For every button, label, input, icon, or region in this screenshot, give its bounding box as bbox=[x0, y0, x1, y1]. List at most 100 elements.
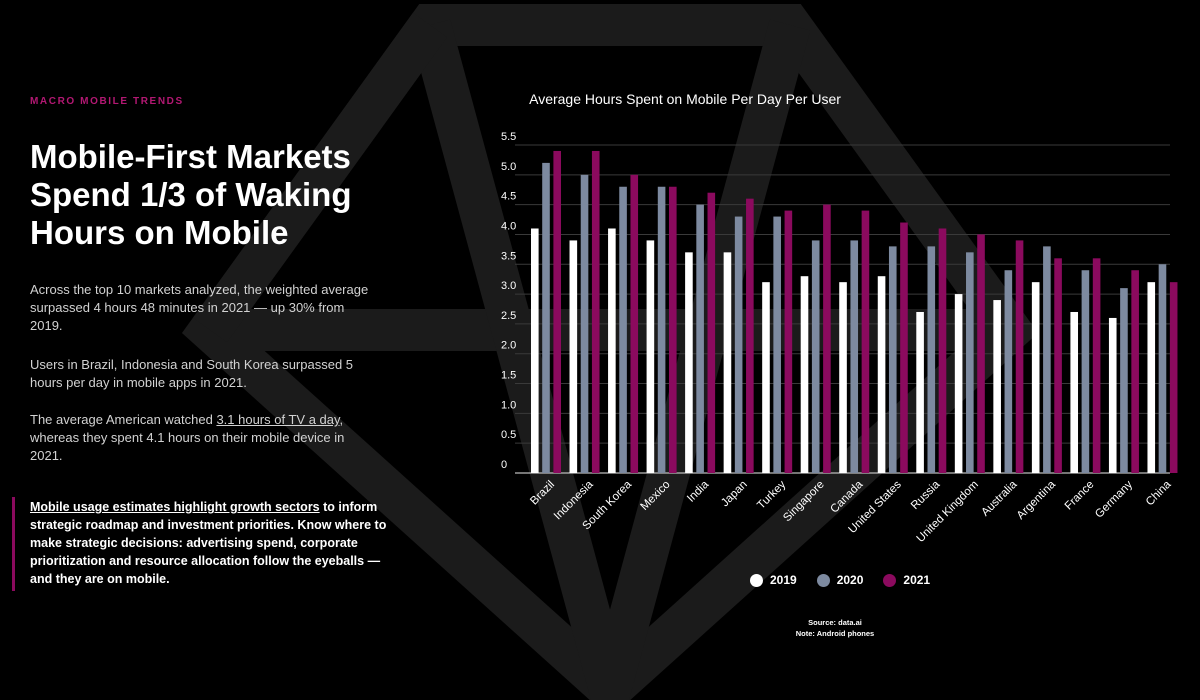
bar-2019-united-states bbox=[877, 276, 886, 473]
x-tick-label: Brazil bbox=[528, 479, 557, 508]
eyebrow-label: MACRO MOBILE TRENDS bbox=[30, 96, 184, 107]
x-tick-label: India bbox=[685, 478, 712, 505]
tv-hours-link[interactable]: 3.1 hours of TV a day bbox=[216, 412, 340, 427]
bar-2021-indonesia bbox=[591, 150, 600, 474]
bar-2019-canada bbox=[839, 282, 847, 473]
bar-2020-canada bbox=[850, 240, 859, 473]
bar-2021-russia bbox=[938, 228, 947, 473]
y-tick-label: 0.5 bbox=[501, 429, 516, 441]
bar-2020-singapore bbox=[811, 240, 820, 473]
bar-2021-france bbox=[1092, 258, 1101, 473]
bar-2020-indonesia bbox=[580, 174, 589, 473]
bar-2020-russia bbox=[927, 246, 936, 473]
tv-text-after: , whereas they spent 4.1 hours on their … bbox=[30, 412, 345, 463]
x-tick-label: Australia bbox=[979, 478, 1020, 519]
bar-2019-indonesia bbox=[569, 240, 578, 473]
x-tick-label: China bbox=[1144, 478, 1174, 508]
x-tick-label: France bbox=[1063, 479, 1097, 513]
y-tick-label: 4.0 bbox=[501, 220, 516, 232]
callout-text: Mobile usage estimates highlight growth … bbox=[30, 498, 402, 588]
bar-2019-russia bbox=[916, 311, 924, 473]
legend-item-2021: 2021 bbox=[883, 573, 930, 587]
bar-2021-singapore bbox=[823, 204, 831, 474]
y-tick-label: 5.5 bbox=[501, 131, 516, 143]
bar-2020-united-kingdom bbox=[966, 252, 974, 473]
x-tick-label: Russia bbox=[909, 478, 943, 512]
bar-2021-australia bbox=[1015, 240, 1024, 473]
y-tick-label: 2.5 bbox=[501, 310, 516, 322]
bar-2020-india bbox=[696, 204, 704, 474]
bar-2019-australia bbox=[993, 300, 1001, 473]
y-tick-label: 3.0 bbox=[501, 280, 516, 292]
y-tick-label: 0 bbox=[501, 459, 507, 471]
bar-2019-brazil bbox=[531, 228, 539, 473]
chart-legend: 2019 2020 2021 bbox=[750, 573, 930, 587]
bar-2021-turkey bbox=[784, 210, 793, 473]
x-tick-label: Germany bbox=[1093, 478, 1135, 520]
bar-2021-argentina bbox=[1054, 258, 1062, 473]
bar-2021-united-kingdom bbox=[977, 234, 985, 473]
bar-2020-brazil bbox=[542, 162, 550, 473]
bar-2021-germany bbox=[1131, 270, 1139, 473]
y-tick-label: 1.0 bbox=[501, 399, 516, 411]
x-tick-label: Turkey bbox=[755, 478, 788, 511]
callout-rest: to inform strategic roadmap and investme… bbox=[30, 500, 387, 586]
bar-2020-argentina bbox=[1043, 246, 1051, 473]
summary-paragraph: Across the top 10 markets analyzed, the … bbox=[30, 282, 369, 333]
tv-comparison-paragraph: The average American watched 3.1 hours o… bbox=[30, 411, 380, 465]
bar-2019-india bbox=[685, 252, 693, 473]
headline: Mobile-First Markets Spend 1/3 of Waking… bbox=[30, 138, 352, 251]
bar-2021-japan bbox=[746, 198, 754, 473]
growth-sectors-link[interactable]: Mobile usage estimates highlight growth … bbox=[30, 500, 320, 514]
tv-text-before: The average American watched bbox=[30, 412, 217, 427]
bar-2020-germany bbox=[1120, 288, 1128, 473]
bar-2020-united-states bbox=[888, 246, 897, 473]
legend-item-2019: 2019 bbox=[750, 573, 797, 587]
bar-2021-mexico bbox=[668, 186, 677, 473]
legend-label-2020: 2020 bbox=[836, 573, 864, 587]
bar-2020-france bbox=[1081, 270, 1090, 473]
legend-swatch-2021 bbox=[883, 573, 897, 587]
x-tick-label: Japan bbox=[719, 479, 750, 510]
top-markets-paragraph: Users in Brazil, Indonesia and South Kor… bbox=[30, 357, 354, 390]
x-tick-label: Argentina bbox=[1015, 478, 1059, 522]
bar-2019-turkey bbox=[762, 282, 770, 473]
bar-2019-argentina bbox=[1031, 282, 1040, 473]
y-tick-label: 4.5 bbox=[501, 191, 516, 203]
legend-swatch-2020 bbox=[816, 573, 830, 587]
bar-2021-china bbox=[1169, 282, 1178, 473]
bar-2020-australia bbox=[1004, 270, 1013, 473]
bar-2019-mexico bbox=[646, 240, 655, 473]
bar-2021-united-states bbox=[900, 222, 908, 473]
bar-2021-india bbox=[707, 192, 716, 473]
y-tick-label: 1.5 bbox=[501, 370, 516, 382]
bar-2019-germany bbox=[1108, 317, 1117, 473]
bar-2021-canada bbox=[861, 210, 870, 473]
bar-2020-turkey bbox=[773, 216, 781, 473]
x-tick-label: Mexico bbox=[638, 479, 672, 513]
chart-title: Average Hours Spent on Mobile Per Day Pe… bbox=[529, 91, 841, 107]
legend-swatch-2019 bbox=[750, 573, 763, 587]
callout-accent-bar bbox=[12, 497, 15, 591]
y-tick-label: 2.0 bbox=[501, 340, 516, 352]
source-text: Source: data.ai bbox=[808, 618, 862, 627]
bar-2020-japan bbox=[734, 216, 743, 473]
legend-item-2020: 2020 bbox=[816, 573, 864, 587]
source-note: Source: data.ai Note: Android phones bbox=[760, 617, 910, 639]
bar-2019-south-korea bbox=[608, 228, 616, 473]
bar-2019-united-kingdom bbox=[954, 294, 963, 473]
bar-2021-brazil bbox=[553, 150, 561, 474]
legend-label-2019: 2019 bbox=[770, 573, 797, 587]
bar-2021-south-korea bbox=[630, 174, 639, 473]
y-tick-label: 3.5 bbox=[501, 250, 516, 262]
bar-2020-south-korea bbox=[619, 186, 627, 473]
x-tick-label: Canada bbox=[828, 478, 865, 515]
bar-2020-china bbox=[1158, 264, 1167, 473]
bar-2019-singapore bbox=[800, 276, 809, 473]
x-tick-label: Singapore bbox=[781, 479, 827, 525]
y-tick-label: 5.0 bbox=[501, 161, 516, 173]
bar-2020-mexico bbox=[657, 186, 666, 473]
bar-2019-china bbox=[1147, 282, 1156, 473]
